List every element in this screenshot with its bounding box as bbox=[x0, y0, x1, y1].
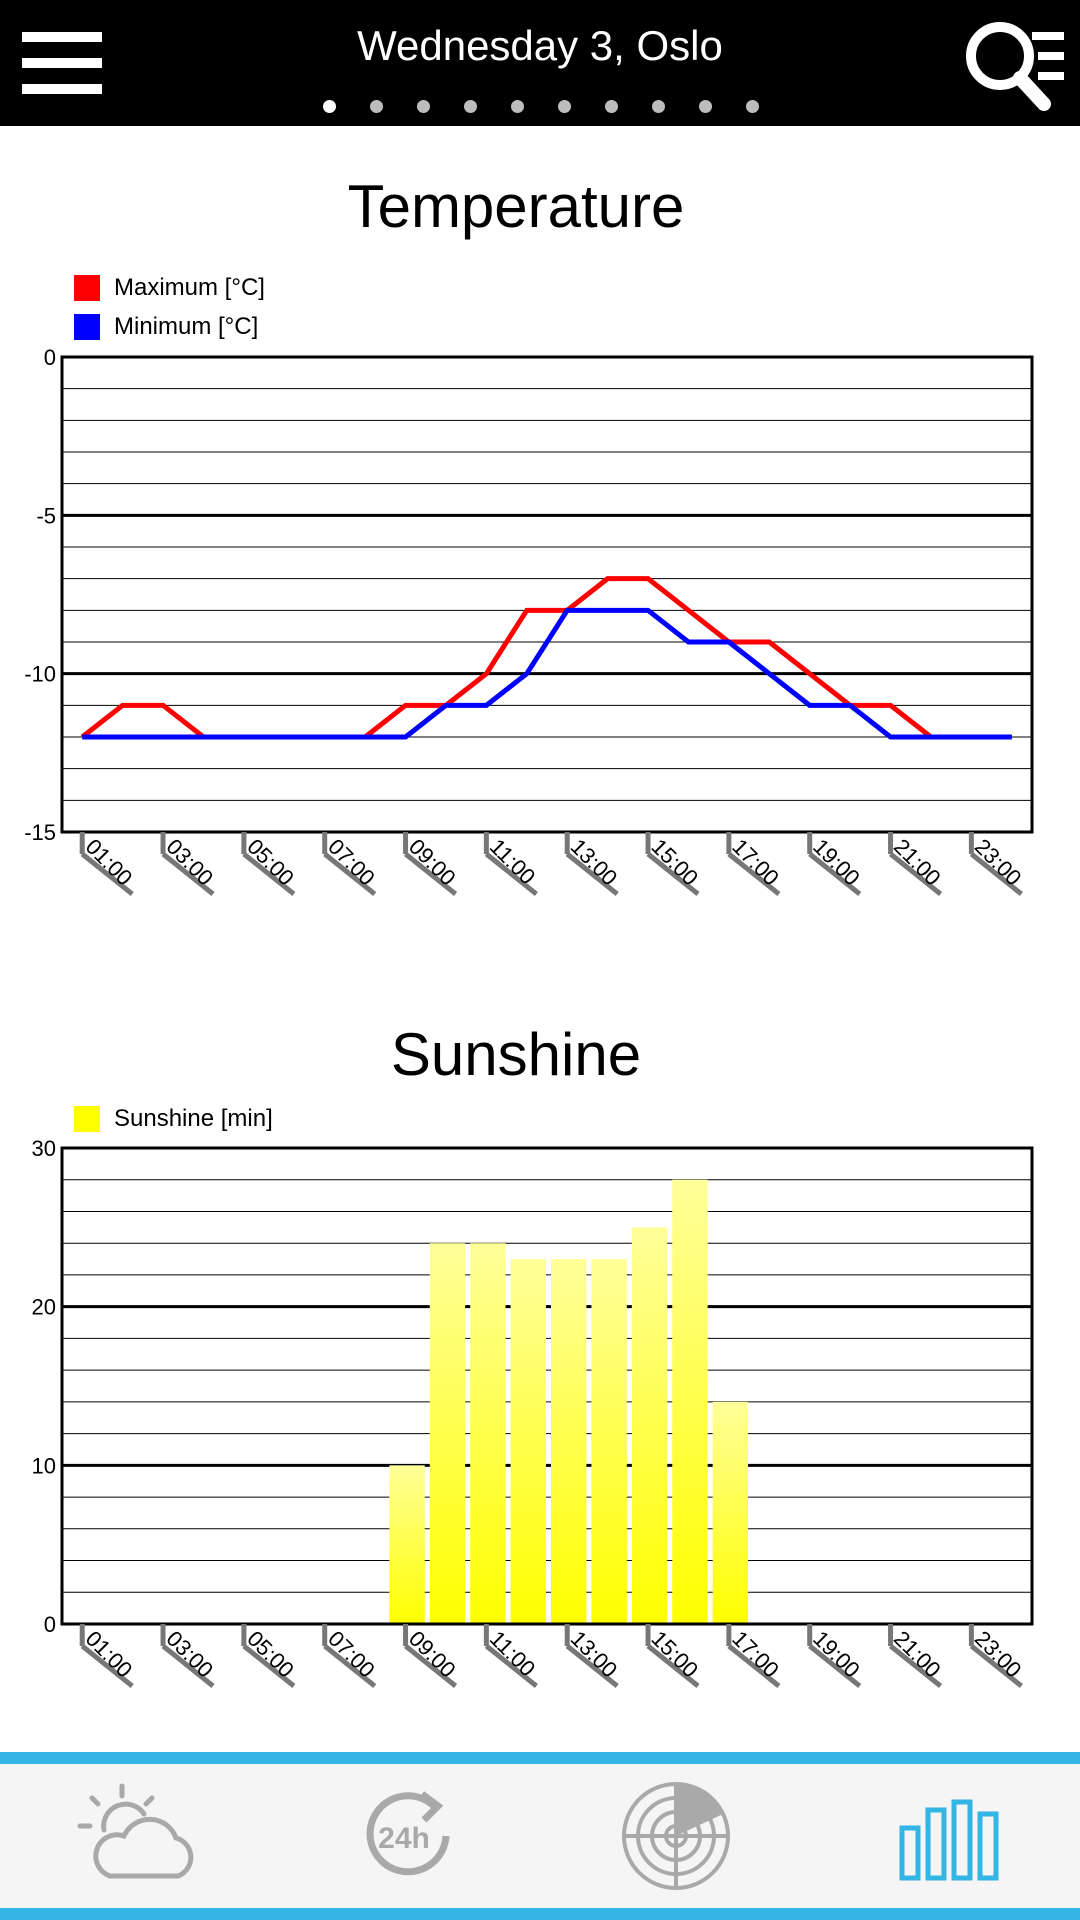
search-list-icon[interactable] bbox=[962, 18, 1066, 112]
y-tick-label: 10 bbox=[32, 1453, 56, 1478]
sunshine-bar bbox=[510, 1259, 546, 1624]
sunshine-bar bbox=[672, 1179, 708, 1624]
y-tick-label: -5 bbox=[36, 503, 56, 528]
weather-cloud-sun-icon bbox=[77, 1783, 194, 1879]
plot-border bbox=[60, 355, 1034, 834]
x-tick-slash bbox=[565, 1644, 619, 1688]
grid bbox=[62, 1179, 1032, 1593]
series-line bbox=[82, 607, 1012, 740]
legend-label-maximum: Maximum [°C] bbox=[114, 274, 265, 301]
page-dot[interactable] bbox=[605, 100, 618, 113]
x-tick-slash bbox=[727, 1644, 781, 1688]
x-tick-slash bbox=[808, 852, 862, 896]
page-indicator bbox=[0, 100, 1080, 116]
sunshine-chart-title: Sunshine bbox=[390, 1021, 642, 1088]
x-tick-slash bbox=[888, 1644, 943, 1688]
svg-text:24h: 24h bbox=[378, 1822, 430, 1855]
legend-swatch-sunshine bbox=[74, 1106, 100, 1132]
y-tick-label: 30 bbox=[32, 1136, 56, 1161]
24h-forecast-icon: 24h bbox=[366, 1791, 450, 1876]
menu-icon[interactable] bbox=[22, 32, 102, 94]
x-tick-slash bbox=[242, 852, 296, 896]
bar-chart-icon bbox=[899, 1799, 999, 1881]
sunshine-bar bbox=[591, 1259, 627, 1624]
page-dot[interactable] bbox=[746, 100, 759, 113]
page-dot[interactable] bbox=[558, 100, 571, 113]
legend-swatch-minimum bbox=[74, 314, 100, 340]
page-dot[interactable] bbox=[699, 100, 712, 113]
y-tick-label: 20 bbox=[32, 1295, 56, 1320]
x-tick-slash bbox=[80, 852, 134, 896]
x-tick-slash bbox=[80, 1644, 134, 1688]
sunshine-bar bbox=[551, 1259, 587, 1624]
nav-24h-button[interactable]: 24h bbox=[338, 1780, 478, 1890]
y-tick-label: -15 bbox=[24, 820, 56, 845]
x-tick-slash bbox=[403, 852, 458, 896]
temperature-chart-title: Temperature bbox=[347, 173, 685, 240]
bottom-nav-bottom-line bbox=[0, 1908, 1080, 1920]
nav-charts-button[interactable] bbox=[874, 1780, 1014, 1890]
radar-icon bbox=[622, 1782, 730, 1890]
page-dot[interactable] bbox=[370, 100, 383, 113]
x-tick-slash bbox=[969, 852, 1023, 896]
y-tick-label: -10 bbox=[24, 662, 56, 687]
page-dot[interactable] bbox=[652, 100, 665, 113]
x-tick-slash bbox=[323, 1644, 377, 1688]
x-tick-slash bbox=[484, 852, 538, 896]
page-dot[interactable] bbox=[511, 100, 524, 113]
nav-weather-button[interactable] bbox=[66, 1780, 206, 1890]
sunshine-bar bbox=[470, 1243, 506, 1624]
legend-label-minimum: Minimum [°C] bbox=[114, 313, 259, 340]
x-tick-slash bbox=[161, 852, 215, 896]
x-tick-slash bbox=[161, 1644, 215, 1688]
x-tick-slash bbox=[323, 852, 377, 896]
x-tick-slash bbox=[808, 1644, 862, 1688]
page-dot[interactable] bbox=[417, 100, 430, 113]
plot-border bbox=[60, 1146, 1034, 1626]
top-bar: Wednesday 3, Oslo bbox=[0, 0, 1080, 126]
x-tick-slash bbox=[969, 1644, 1023, 1688]
legend-swatch-maximum bbox=[74, 275, 100, 301]
x-tick-slash bbox=[646, 1644, 700, 1688]
bottom-nav-top-line bbox=[0, 1752, 1080, 1764]
legend-label-sunshine: Sunshine [min] bbox=[114, 1105, 273, 1132]
x-tick-slash bbox=[242, 1644, 296, 1688]
x-tick-slash bbox=[727, 852, 781, 896]
sunshine-bar bbox=[631, 1227, 668, 1624]
page-dot[interactable] bbox=[464, 100, 477, 113]
page-title: Wednesday 3, Oslo bbox=[357, 22, 723, 69]
y-tick-label: 0 bbox=[44, 1612, 56, 1637]
x-tick-slash bbox=[646, 852, 700, 896]
page-dot[interactable] bbox=[323, 100, 336, 113]
x-tick-slash bbox=[484, 1644, 538, 1688]
x-tick-slash bbox=[888, 852, 943, 896]
nav-radar-button[interactable] bbox=[606, 1780, 746, 1890]
sunshine-bar bbox=[389, 1465, 425, 1624]
x-tick-slash bbox=[565, 852, 619, 896]
sunshine-bar bbox=[712, 1401, 749, 1624]
y-tick-label: 0 bbox=[44, 345, 56, 370]
sunshine-bar bbox=[429, 1243, 466, 1624]
x-tick-slash bbox=[403, 1644, 458, 1688]
